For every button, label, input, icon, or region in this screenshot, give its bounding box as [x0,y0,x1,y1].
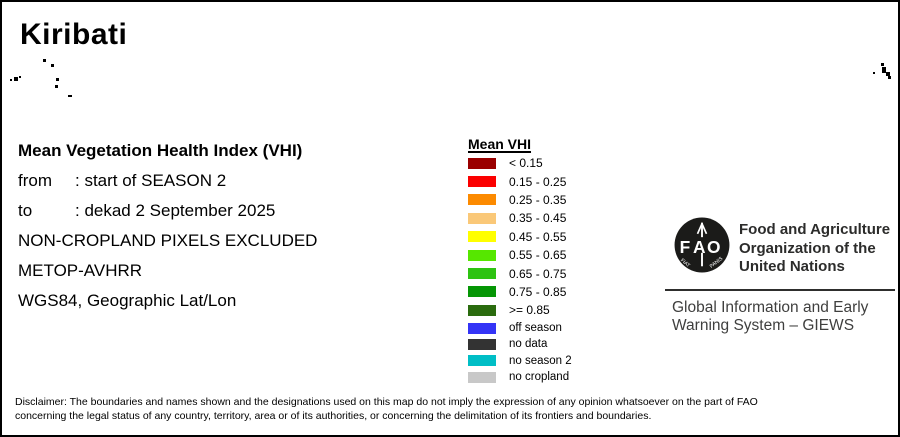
legend-swatch [468,268,496,280]
legend-label: 0.55 - 0.65 [509,248,567,263]
giews-line1: Global Information and Early [672,299,869,316]
index-name-label: Mean Vegetation Health Index (VHI) [18,141,303,160]
island-marker [14,77,18,81]
legend-label: < 0.15 [509,156,543,171]
vhi-legend: < 0.15 0.15 - 0.25 0.25 - 0.35 0.35 - 0.45 0… [468,154,566,320]
fao-org-line3: United Nations [739,258,845,276]
to-value: : dekad 2 September 2025 [75,201,276,220]
disclaimer-line2: concerning the legal status of any count… [15,409,652,422]
cropland-note-line: NON-CROPLAND PIXELS EXCLUDED [18,231,318,250]
fao-org-line1: Food and Agriculture [739,221,891,238]
projection-line: WGS84, Geographic Lat/Lon [18,291,237,310]
fao-letter-f: F [680,237,691,257]
legend-swatch [468,338,496,350]
legend-swatch [468,322,496,334]
fao-org-name: Food and Agriculture Organization of the… [739,221,890,277]
legend-row: 0.45 - 0.55 [468,228,566,246]
page-title: Kiribati [20,18,128,51]
status-legend: off season no data no season 2 no cropland [468,320,572,385]
wheat-stem-lower [701,252,703,267]
legend-swatch [468,176,496,188]
legend-swatch [468,157,496,169]
legend-label: 0.75 - 0.85 [509,284,567,299]
island-marker [10,79,12,81]
fao-divider-line [665,289,895,291]
wheat-stem [701,222,703,238]
island-marker [56,78,59,81]
legend-label: 0.65 - 0.75 [509,266,567,281]
legend-label: no data [509,338,548,351]
fao-org-line2: Organization of the [739,239,876,257]
fao-letter-a: A [693,237,706,257]
island-marker [68,95,72,97]
giews-label: Global Information and Early Warning Sys… [672,299,868,335]
period-to-line: to : dekad 2 September 2025 [18,196,317,226]
legend-row: 0.65 - 0.75 [468,264,566,282]
disclaimer-line1: Disclaimer: The boundaries and names sho… [15,396,758,408]
legend-row: no data [468,336,572,352]
map-metadata-block: Mean Vegetation Health Index (VHI) from:… [18,136,317,316]
island-marker [886,72,890,76]
legend-label: 0.15 - 0.25 [509,174,567,189]
legend-label: 0.45 - 0.55 [509,229,567,244]
legend-row: no cropland [468,369,572,385]
wheat-leaf-left [696,223,703,235]
disclaimer-text: Disclaimer: The boundaries and names sho… [15,396,885,423]
legend-label: off season [509,322,562,335]
to-label: to [18,201,33,220]
legend-row: 0.75 - 0.85 [468,283,566,301]
period-from-line: from : start of SEASON 2 [18,166,317,196]
legend-row: 0.55 - 0.65 [468,246,566,264]
legend-row: >= 0.85 [468,301,566,319]
legend-label: 0.25 - 0.35 [509,192,567,207]
legend-swatch [468,304,496,316]
island-marker [888,76,891,79]
fao-motto-fiat: FIAT [679,258,691,269]
legend-label: no season 2 [509,354,572,367]
legend-swatch [468,249,496,261]
from-label: from [18,171,52,190]
island-marker [51,64,54,67]
island-marker [43,59,46,62]
legend-label: >= 0.85 [509,303,550,318]
from-value: : start of SEASON 2 [75,171,227,190]
giews-line2: Warning System – GIEWS [672,317,855,334]
legend-swatch [468,371,496,383]
legend-row: 0.35 - 0.45 [468,209,566,227]
legend-swatch [468,355,496,367]
island-marker [19,76,21,78]
legend-row: 0.25 - 0.35 [468,191,566,209]
fao-letter-o: O [707,237,721,257]
legend-label: no cropland [509,371,570,384]
legend-swatch [468,231,496,243]
legend-swatch [468,212,496,224]
legend-label: 0.35 - 0.45 [509,211,567,226]
legend-row: 0.15 - 0.25 [468,172,566,190]
legend-swatch [468,194,496,206]
legend-row: < 0.15 [468,154,566,172]
legend-row: off season [468,320,572,336]
island-marker [873,72,875,74]
legend-swatch [468,286,496,298]
legend-title: Mean VHI [468,136,532,152]
legend-row: no season 2 [468,353,572,369]
wheat-leaf-right [701,223,708,235]
island-marker [882,67,886,73]
sensor-line: METOP-AVHRR [18,261,143,280]
island-marker [881,63,884,66]
island-marker [55,85,58,88]
fao-logo-icon: F A O FIAT PANIS [674,217,730,273]
